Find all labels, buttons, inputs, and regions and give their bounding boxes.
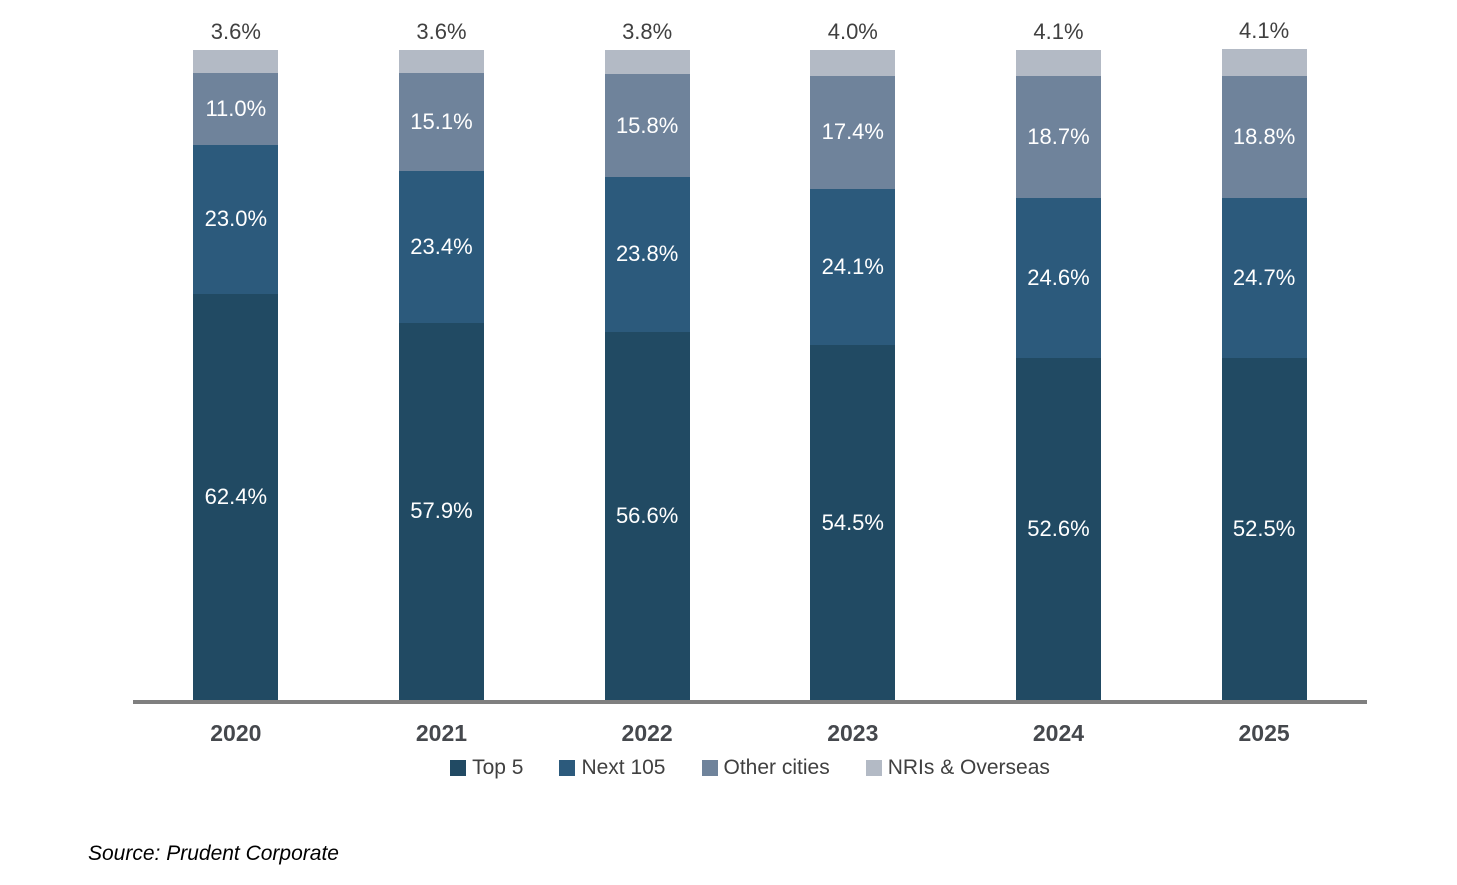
segment-value-label: 11.0%	[205, 95, 267, 121]
segment-value-label: 62.4%	[204, 483, 268, 509]
segment-value-label: 15.8%	[615, 112, 679, 138]
bar-segment-next-105: 24.6%	[1015, 197, 1101, 358]
bar-segment-other-cities: 11.0%	[193, 73, 279, 145]
bar-segment-top-5: 52.5%	[1221, 358, 1307, 700]
bar-group-2020: 3.6% 11.0% 23.0% 62.4%	[133, 19, 339, 700]
legend-label: NRIs & Overseas	[887, 755, 1050, 779]
stacked-bar: 18.8% 24.7% 52.5%	[1221, 49, 1307, 700]
bar-segment-top-5: 56.6%	[604, 331, 690, 700]
segment-value-label: 23.8%	[615, 241, 679, 267]
outside-value-label: 4.1%	[1033, 18, 1084, 44]
outside-value-label: 4.1%	[1239, 18, 1290, 43]
bar-segment-top-5: 52.6%	[1015, 357, 1101, 700]
bar-segment-other-cities: 18.7%	[1015, 76, 1101, 198]
legend-label: Top 5	[472, 755, 524, 779]
segment-value-label: 15.1%	[410, 109, 473, 135]
bar-segment-next-105: 24.7%	[1221, 197, 1307, 359]
outside-value-label: 3.8%	[622, 18, 673, 44]
bar-segment-nris-overseas	[193, 49, 279, 74]
source-note: Source: Prudent Corporate	[88, 842, 339, 865]
legend-label: Next 105	[581, 755, 666, 779]
bar-segment-next-105: 24.1%	[810, 188, 896, 346]
x-axis-label-2021: 2021	[415, 719, 468, 746]
stacked-bar-chart: 3.6% 11.0% 23.0% 62.4% 3.6% 15.1% 23.4% 57.9% 3.…	[133, 18, 1367, 780]
bar-segment-next-105: 23.0%	[193, 144, 279, 295]
legend-item-nris-overseas: NRIs & Overseas	[865, 755, 1050, 780]
x-axis-line	[133, 699, 1367, 704]
legend-label: Other cities	[723, 755, 830, 779]
bar-segment-other-cities: 15.8%	[604, 74, 690, 178]
x-axis-label-2024: 2024	[1032, 719, 1085, 746]
outside-value-label: 4.0%	[827, 18, 878, 44]
legend-swatch-icon	[450, 759, 467, 776]
segment-value-label: 24.7%	[1232, 265, 1296, 291]
bar-segment-nris-overseas	[1221, 49, 1307, 76]
bar-group-2024: 4.1% 18.7% 24.6% 52.6%	[956, 19, 1162, 700]
bar-segment-nris-overseas	[604, 49, 690, 75]
stacked-bar: 11.0% 23.0% 62.4%	[193, 49, 279, 700]
x-axis-label-2020: 2020	[210, 719, 262, 746]
segment-value-label: 54.5%	[821, 509, 884, 535]
bar-segment-next-105: 23.8%	[604, 177, 690, 332]
legend-item-other-cities: Other cities	[701, 755, 830, 780]
bar-group-2021: 3.6% 15.1% 23.4% 57.9%	[339, 19, 545, 700]
bar-segment-other-cities: 18.8%	[1221, 75, 1307, 198]
bars-row: 3.6% 11.0% 23.0% 62.4% 3.6% 15.1% 23.4% 57.9% 3.…	[133, 18, 1367, 700]
bar-group-2022: 3.8% 15.8% 23.8% 56.6%	[544, 19, 750, 700]
segment-value-label: 23.4%	[410, 234, 473, 260]
stacked-bar: 17.4% 24.1% 54.5%	[810, 49, 896, 700]
segment-value-label: 57.9%	[410, 498, 473, 524]
bar-segment-top-5: 57.9%	[398, 323, 484, 700]
bar-group-2023: 4.0% 17.4% 24.1% 54.5%	[750, 19, 956, 700]
bar-group-2025: 4.1% 18.8% 24.7% 52.5%	[1161, 18, 1367, 700]
legend-swatch-icon	[559, 759, 576, 776]
segment-value-label: 18.7%	[1027, 124, 1090, 150]
stacked-bar: 18.7% 24.6% 52.6%	[1015, 49, 1101, 700]
bar-segment-other-cities: 17.4%	[810, 75, 896, 189]
segment-value-label: 23.0%	[204, 206, 268, 232]
x-axis-label-2025: 2025	[1238, 719, 1290, 746]
bar-segment-nris-overseas	[1015, 49, 1101, 77]
segment-value-label: 24.6%	[1027, 264, 1090, 290]
segment-value-label: 56.6%	[615, 502, 679, 528]
bar-segment-next-105: 23.4%	[398, 171, 484, 324]
bar-segment-other-cities: 15.1%	[398, 73, 484, 172]
outside-value-label: 3.6%	[210, 18, 261, 44]
segment-value-label: 17.4%	[821, 119, 884, 145]
bar-segment-nris-overseas	[810, 49, 896, 76]
legend-item-top-5: Top 5	[450, 756, 523, 780]
bar-segment-top-5: 54.5%	[810, 345, 896, 700]
segment-value-label: 24.1%	[821, 254, 884, 280]
stacked-bar: 15.8% 23.8% 56.6%	[604, 49, 690, 700]
segment-value-label: 18.8%	[1232, 123, 1296, 149]
segment-value-label: 52.5%	[1232, 516, 1296, 541]
outside-value-label: 3.6%	[416, 18, 467, 44]
segment-value-label: 52.6%	[1027, 515, 1090, 541]
bar-segment-top-5: 62.4%	[193, 294, 279, 700]
stacked-bar: 15.1% 23.4% 57.9%	[398, 49, 484, 700]
chart-legend: Top 5 Next 105 Other cities NRIs & Overseas	[133, 756, 1367, 780]
legend-item-next-105: Next 105	[559, 755, 666, 780]
legend-swatch-icon	[865, 759, 882, 776]
legend-swatch-icon	[701, 759, 718, 776]
x-axis-labels: 2020 2021 2022 2023 2024 2025	[133, 720, 1367, 747]
bar-segment-nris-overseas	[398, 49, 484, 74]
x-axis-label-2022: 2022	[621, 719, 673, 746]
x-axis-label-2023: 2023	[827, 719, 879, 746]
